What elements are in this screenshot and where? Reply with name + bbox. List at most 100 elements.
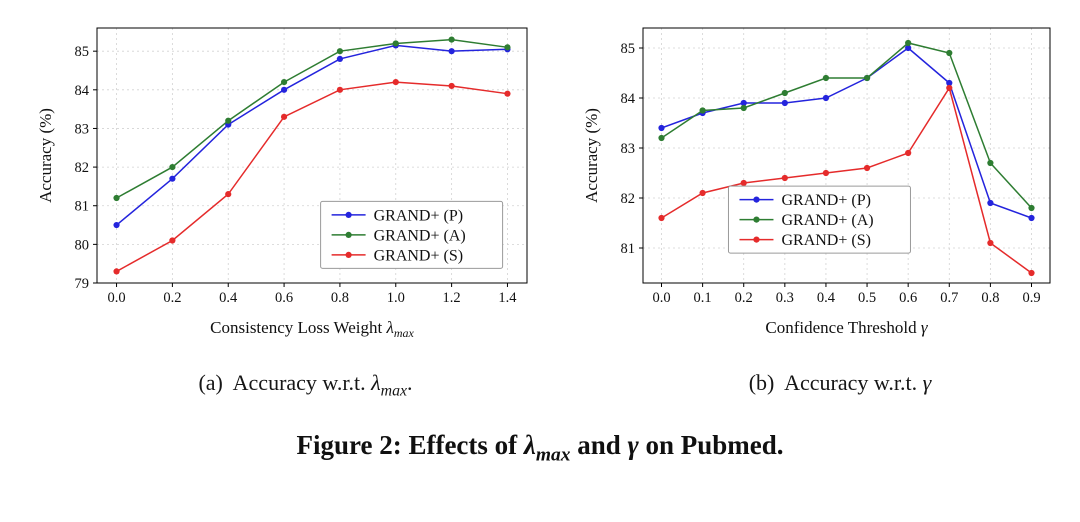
x-tick-label: 0.8 [330, 290, 348, 306]
x-tick-label: 0.2 [734, 290, 752, 306]
data-point [224, 117, 231, 124]
data-point [740, 179, 747, 187]
x-tick-label: 1.0 [386, 290, 404, 306]
legend-marker [345, 251, 352, 258]
x-tick-label: 0.6 [275, 290, 293, 306]
x-axis-label: Confidence Threshold γ [765, 318, 928, 337]
chart-b: 0.0 0.1 0.2 0.3 0.4 0.5 0.6 0.7 0.8 0.9 81 82 83 84 85… [571, 14, 1066, 400]
data-point [740, 104, 747, 112]
y-tick-label: 79 [74, 276, 89, 292]
data-point [657, 134, 665, 142]
data-point [168, 163, 175, 171]
x-tick-label: 0.6 [899, 290, 917, 306]
data-point [699, 107, 706, 114]
x-axis-label-symbol: λ [385, 318, 393, 337]
data-point [781, 89, 788, 97]
figure-caption-symbol1: λ [523, 430, 536, 461]
y-axis-label: Accuracy (%) [582, 108, 601, 203]
series-line [660, 42, 1032, 209]
figure-caption-suffix: on Pubmed. [638, 430, 784, 461]
plot-border [642, 27, 1050, 284]
figure-caption: Figure 2: Effects of λmax and γ on Pubme… [0, 430, 1080, 466]
charts-row: 0.0 0.2 0.4 0.6 0.8 1.0 1.2 1.4 79 80 81 82 83 84 85 GR… [15, 14, 1066, 400]
y-tick-label: 81 [74, 199, 89, 215]
legend-marker [752, 196, 760, 203]
data-point [781, 99, 788, 107]
x-tick-label: 0.8 [981, 290, 999, 306]
y-tick-label: 82 [620, 191, 635, 207]
legend-label: GRAND+ (S) [373, 247, 462, 264]
y-tick-label: 82 [74, 160, 89, 176]
caption-a-symbol: λ [371, 370, 381, 395]
series-grand+-s- [112, 78, 511, 275]
figure-caption-prefix: Figure 2: Effects of [296, 430, 524, 461]
x-tick-label: 0.2 [163, 290, 181, 306]
y-tick-label: 83 [74, 121, 89, 137]
y-tick-label: 84 [74, 83, 89, 99]
plot-root: 0.0 0.1 0.2 0.3 0.4 0.5 0.6 0.7 0.8 0.9 81 82 83 84 85… [582, 27, 1050, 337]
legend-label: GRAND+ (P) [781, 192, 870, 209]
data-point [448, 82, 455, 90]
data-point [904, 44, 911, 52]
series-grand+-p- [112, 42, 511, 229]
data-point [224, 191, 231, 198]
data-point [657, 124, 665, 132]
data-point [280, 113, 287, 120]
data-point [448, 48, 455, 55]
caption-b-symbol: γ [922, 370, 932, 395]
data-point [945, 84, 952, 92]
legend-label: GRAND+ (A) [781, 212, 873, 229]
data-point [392, 40, 399, 47]
data-point [112, 194, 120, 202]
chart-a-caption: (a) Accuracy w.r.t. λmax. [15, 370, 545, 400]
grid [96, 28, 527, 284]
axes: 0.0 0.2 0.4 0.6 0.8 1.0 1.2 1.4 79 80 81 82 83 84 85 [74, 44, 517, 306]
data-point [1027, 204, 1035, 212]
x-tick-label: 1.4 [498, 290, 517, 306]
legend-label: GRAND+ (A) [373, 227, 465, 244]
data-point [1027, 269, 1035, 277]
x-tick-label: 0.1 [693, 290, 711, 306]
data-point [336, 55, 343, 63]
legend-marker [345, 231, 352, 238]
data-point [503, 44, 511, 51]
legend-marker [752, 236, 760, 243]
series-grand+-a- [112, 36, 511, 202]
figure-caption-symbol2: γ [627, 430, 639, 461]
series-grand+-a- [657, 39, 1035, 212]
x-tick-label: 0.0 [107, 290, 125, 306]
plot-root: 0.0 0.2 0.4 0.6 0.8 1.0 1.2 1.4 79 80 81 82 83 84 85 GR… [36, 27, 527, 340]
data-point [740, 99, 747, 107]
data-point [503, 90, 511, 97]
data-point [336, 48, 343, 55]
y-tick-label: 85 [74, 44, 89, 60]
data-point [112, 221, 120, 229]
caption-a-suffix: . [407, 370, 413, 395]
caption-a-prefix: (a) Accuracy w.r.t. [198, 370, 372, 395]
chart-a-plot: 0.0 0.2 0.4 0.6 0.8 1.0 1.2 1.4 79 80 81 82 83 84 85 GR… [36, 27, 527, 340]
data-point [904, 149, 911, 157]
data-point [822, 169, 829, 177]
x-tick-label: 0.5 [857, 290, 875, 306]
data-point [904, 39, 911, 47]
x-tick-label: 0.3 [775, 290, 793, 306]
series-line [115, 44, 507, 226]
data-point [986, 159, 993, 167]
x-axis-label: Consistency Loss Weight λmax [210, 318, 414, 340]
chart-a: 0.0 0.2 0.4 0.6 0.8 1.0 1.2 1.4 79 80 81 82 83 84 85 GR… [15, 14, 545, 400]
x-axis-label-subscript: max [393, 326, 414, 340]
series-line [660, 86, 1032, 274]
data-point [336, 86, 343, 93]
y-tick-label: 85 [620, 41, 635, 57]
x-axis-label-text: Confidence Threshold [765, 318, 920, 337]
caption-b-prefix: (b) Accuracy w.r.t. [748, 370, 923, 395]
series-line [660, 47, 1032, 219]
caption-a-subscript: max [380, 382, 408, 400]
chart-b-caption: (b) Accuracy w.r.t. γ [571, 370, 1066, 400]
x-axis-label-symbol: γ [920, 318, 928, 337]
y-tick-label: 84 [620, 91, 635, 107]
series-line [115, 38, 508, 199]
data-point [280, 86, 287, 93]
chart-b-plot: 0.0 0.1 0.2 0.3 0.4 0.5 0.6 0.7 0.8 0.9 81 82 83 84 85… [582, 27, 1050, 337]
